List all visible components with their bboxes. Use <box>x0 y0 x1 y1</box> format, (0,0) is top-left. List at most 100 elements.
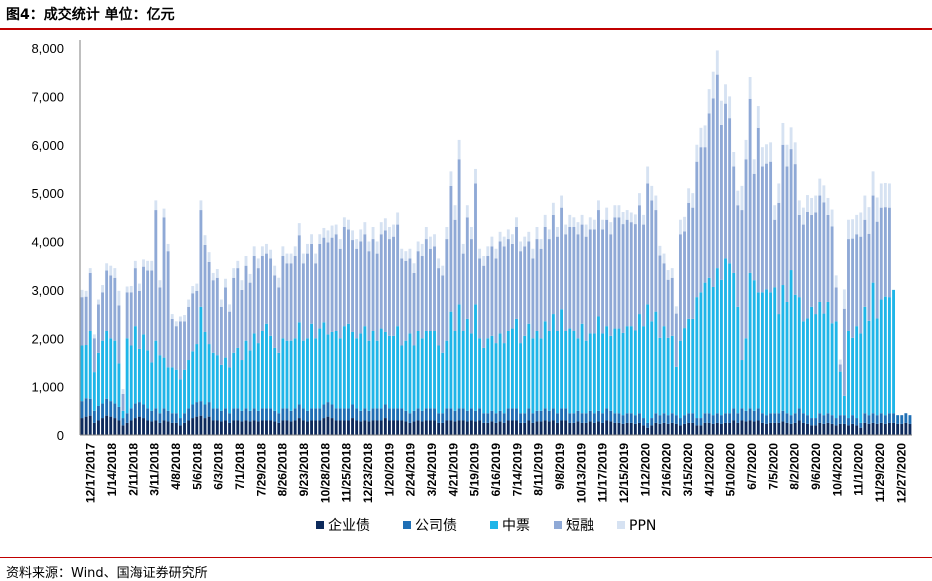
bar-公司债-22 <box>170 413 174 423</box>
bar-PPN-136 <box>638 193 641 206</box>
bar-中票-79 <box>404 340 408 411</box>
bar-PPN-152 <box>703 125 707 148</box>
bar-企业债-16 <box>146 420 150 435</box>
bar-企业债-136 <box>638 422 641 435</box>
bar-短融-133 <box>625 219 629 327</box>
bar-短融-127 <box>601 229 604 334</box>
bar-公司债-36 <box>228 413 232 423</box>
bar-公司债-154 <box>711 415 715 424</box>
bar-企业债-42 <box>252 420 256 435</box>
x-tick-label: 11/1/2020 <box>852 443 866 496</box>
bar-中票-26 <box>187 360 191 409</box>
bar-企业债-116 <box>556 422 559 435</box>
bar-中票-55 <box>306 338 309 411</box>
bar-PPN-192 <box>867 207 871 234</box>
bar-中票-182 <box>826 301 830 414</box>
bar-公司债-149 <box>691 413 695 423</box>
bar-公司债-31 <box>207 402 211 417</box>
bar-中票-42 <box>252 333 256 409</box>
bar-PPN-106 <box>515 217 518 227</box>
bar-PPN-162 <box>744 139 748 160</box>
bar-中票-103 <box>502 343 506 414</box>
bar-公司债-137 <box>642 418 645 426</box>
bar-短融-158 <box>728 118 732 264</box>
bar-中票-169 <box>773 287 777 414</box>
bar-短融-47 <box>273 275 277 348</box>
bar-短融-87 <box>437 268 441 346</box>
bar-公司债-74 <box>383 404 387 419</box>
bar-短融-148 <box>687 202 691 319</box>
bar-企业债-56 <box>310 420 313 435</box>
bar-企业债-148 <box>687 422 691 435</box>
bar-公司债-47 <box>273 410 277 422</box>
bar-公司债-85 <box>428 408 432 421</box>
bar-PPN-45 <box>265 243 268 254</box>
bar-公司债-56 <box>310 408 313 421</box>
bar-PPN-175 <box>797 200 801 215</box>
bar-中票-194 <box>875 318 879 416</box>
bar-企业债-158 <box>728 422 732 435</box>
bar-公司债-84 <box>424 408 428 421</box>
bar-公司债-41 <box>248 410 252 422</box>
bar-短融-141 <box>658 255 662 338</box>
bar-PPN-169 <box>773 205 777 220</box>
bar-短融-59 <box>322 237 326 323</box>
bar-公司债-86 <box>433 408 436 421</box>
legend-swatch-PPN <box>617 521 625 529</box>
bar-公司债-42 <box>252 408 256 421</box>
bar-企业债-202 <box>908 423 912 435</box>
bar-短融-85 <box>428 248 432 331</box>
bar-企业债-190 <box>859 427 863 435</box>
bar-短融-23 <box>174 326 178 370</box>
bar-PPN-131 <box>617 205 621 218</box>
bar-中票-171 <box>781 285 785 411</box>
bar-PPN-159 <box>732 152 736 167</box>
bar-短融-36 <box>228 311 232 368</box>
bar-短融-30 <box>203 244 207 332</box>
bar-公司债-131 <box>617 413 621 423</box>
bar-中票-107 <box>519 343 523 414</box>
bar-中票-158 <box>728 263 732 414</box>
bar-中票-70 <box>367 340 371 411</box>
bar-中票-166 <box>760 292 764 414</box>
bar-公司债-69 <box>363 408 367 421</box>
bar-中票-53 <box>297 322 301 405</box>
bar-中票-190 <box>859 333 863 423</box>
bar-PPN-23 <box>174 321 178 327</box>
bar-公司债-96 <box>474 410 477 422</box>
bar-中票-185 <box>838 371 842 416</box>
bar-公司债-164 <box>752 410 756 422</box>
bar-公司债-167 <box>765 415 768 424</box>
bar-企业债-40 <box>244 420 248 435</box>
bar-中票-168 <box>769 292 773 414</box>
bar-PPN-148 <box>687 188 691 203</box>
bar-企业债-8 <box>113 418 117 435</box>
bar-中票-44 <box>260 330 264 409</box>
bar-公司债-122 <box>580 413 584 423</box>
bar-中票-72 <box>375 340 379 409</box>
bar-公司债-71 <box>371 408 375 421</box>
bar-公司债-35 <box>224 408 227 421</box>
bar-企业债-153 <box>707 422 711 435</box>
bar-短融-33 <box>215 277 219 356</box>
bar-公司债-45 <box>265 408 268 421</box>
bar-PPN-3 <box>92 334 96 339</box>
bar-企业债-140 <box>654 422 658 435</box>
bar-企业债-50 <box>285 420 289 435</box>
bar-企业债-168 <box>769 422 773 435</box>
bar-中票-16 <box>146 350 150 409</box>
bar-中票-162 <box>744 338 748 411</box>
bar-短融-117 <box>560 207 564 310</box>
bar-PPN-81 <box>412 263 416 273</box>
bar-企业债-19 <box>158 422 162 435</box>
bar-短融-14 <box>137 290 141 349</box>
bar-中票-187 <box>847 330 850 419</box>
bar-公司债-18 <box>154 408 158 421</box>
bar-PPN-44 <box>260 246 264 257</box>
bar-企业债-45 <box>265 420 268 435</box>
bar-公司债-88 <box>441 413 445 423</box>
bar-企业债-131 <box>617 422 621 435</box>
bar-中票-176 <box>801 321 805 414</box>
bar-中票-148 <box>687 318 691 414</box>
bar-企业债-89 <box>445 420 449 435</box>
